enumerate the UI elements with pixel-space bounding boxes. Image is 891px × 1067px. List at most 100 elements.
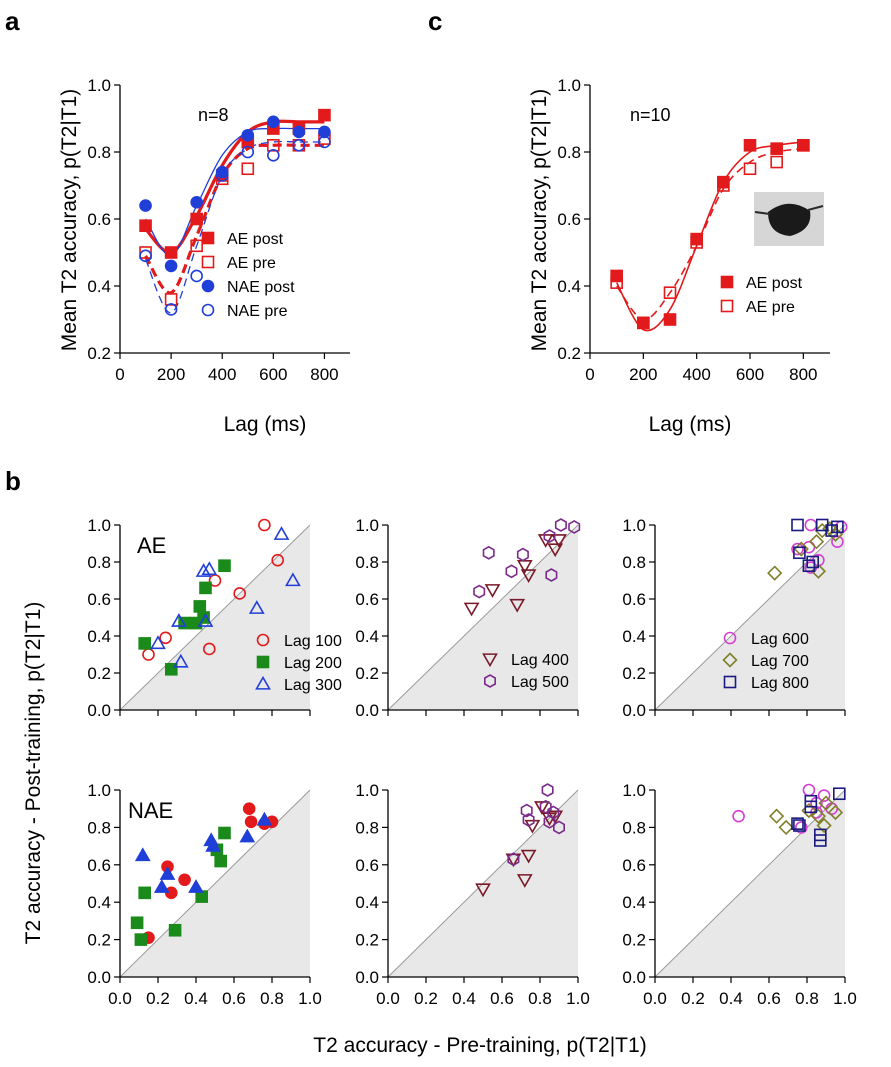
panel-a-point-shape bbox=[318, 125, 331, 139]
scatter-point bbox=[767, 565, 783, 581]
panel-a-point bbox=[139, 246, 152, 259]
panel-a-point bbox=[164, 259, 178, 273]
panel-b-xlabel: T2 accuracy - Pre-training, p(T2|T1) bbox=[313, 1034, 646, 1057]
panel-a-point bbox=[267, 149, 280, 162]
scatter-legend-marker bbox=[256, 633, 270, 647]
panel-c-point bbox=[690, 236, 703, 249]
scatter-point-shape bbox=[258, 518, 271, 532]
panel-c-ylabel: Mean T2 accuracy, p(T2|T1) bbox=[528, 89, 551, 352]
scatter-point bbox=[810, 808, 827, 824]
panel-a-y-tick-label: 0.2 bbox=[87, 344, 111, 363]
panel-a-fit-line bbox=[145, 140, 325, 314]
scatter-point-shape bbox=[475, 883, 491, 898]
panel-a-point-shape bbox=[241, 145, 255, 159]
scatter-x-tick-label: 0.8 bbox=[528, 989, 552, 1008]
scatter-legend-marker bbox=[723, 631, 737, 645]
scatter-point-shape bbox=[130, 916, 144, 930]
scatter-nae-0: 0.0 0.2 0.4 0.6 0.8 1.0 0.0 0.2 0.4 0.6 0.8 1.0 bbox=[87, 781, 321, 1008]
scatter-point-shape bbox=[233, 587, 246, 600]
scatter-legend-marker-shape bbox=[483, 674, 497, 688]
scatter-point bbox=[543, 529, 556, 544]
scatter-y-tick-label: 0.4 bbox=[622, 893, 646, 912]
scatter-y-tick-label: 1.0 bbox=[87, 516, 111, 535]
panel-c-x-tick-label: 200 bbox=[629, 365, 657, 384]
panel-a-point-shape bbox=[139, 199, 152, 212]
panel-a-x-tick-label: 400 bbox=[208, 365, 236, 384]
scatter-point-shape bbox=[543, 814, 556, 829]
panel-a-legend-marker-shape bbox=[201, 231, 215, 245]
scatter-point-shape bbox=[134, 847, 151, 862]
scatter-x-tick-label: 0.4 bbox=[184, 989, 208, 1008]
scatter-legend-marker bbox=[482, 653, 498, 668]
scatter-point-shape bbox=[804, 794, 818, 808]
scatter-legend-marker-shape bbox=[482, 653, 498, 668]
scatter-point bbox=[831, 520, 844, 534]
panel-a-point-shape bbox=[215, 169, 229, 182]
scatter-point-shape bbox=[791, 817, 804, 830]
scatter-point-shape bbox=[134, 933, 148, 946]
scatter-point-shape bbox=[791, 518, 804, 532]
scatter-point-shape bbox=[150, 635, 166, 650]
panel-a-y-tick-label: 0.4 bbox=[87, 277, 111, 296]
scatter-point bbox=[794, 821, 808, 834]
scatter-point-shape bbox=[203, 642, 216, 656]
scatter-point-shape bbox=[808, 534, 825, 550]
panel-c-legend-label: AE pre bbox=[746, 299, 795, 316]
panel-a-annotation: n=8 bbox=[198, 105, 229, 125]
scatter-axes: 0.0 0.2 0.4 0.6 0.8 1.0 0.0 0.2 0.4 0.6 0.8 1.0 bbox=[355, 781, 589, 1008]
panel-a-point-shape bbox=[164, 259, 178, 273]
scatter-point-shape bbox=[172, 653, 189, 668]
scatter-point bbox=[545, 568, 558, 582]
panel-a-legend-label: NAE post bbox=[227, 279, 295, 296]
scatter-point bbox=[248, 600, 265, 614]
scatter-legend-marker-shape bbox=[256, 633, 270, 647]
scatter-legend-marker-shape bbox=[256, 655, 270, 669]
panel-c-point-shape bbox=[663, 313, 677, 326]
scatter-point bbox=[168, 923, 182, 937]
panel-a-legend-label: AE post bbox=[227, 231, 284, 248]
scatter-point bbox=[473, 584, 486, 599]
scatter-point bbox=[142, 648, 155, 661]
panel-c-x-tick-label: 800 bbox=[789, 365, 817, 384]
scatter-point bbox=[816, 817, 832, 834]
scatter-point bbox=[218, 559, 231, 573]
panel-c-annotation: n=10 bbox=[630, 105, 671, 125]
panel-c-point bbox=[717, 175, 730, 189]
scatter-legend-marker-shape bbox=[723, 675, 737, 689]
panel-a-legend-label: AE pre bbox=[227, 255, 276, 272]
scatter-legend-marker bbox=[723, 675, 737, 689]
scatter-point bbox=[547, 543, 564, 558]
scatter-y-tick-label: 0.6 bbox=[87, 856, 111, 875]
panel-a-point-shape bbox=[267, 149, 280, 162]
scatter-point bbox=[214, 854, 227, 868]
scatter-point-shape bbox=[505, 564, 518, 579]
scatter-point bbox=[832, 787, 846, 801]
scatter-y-tick-label: 0.8 bbox=[622, 818, 646, 837]
scatter-legend-label: Lag 600 bbox=[751, 631, 809, 648]
panel-c-point-shape bbox=[610, 276, 623, 289]
scatter-y-tick-label: 0.4 bbox=[355, 893, 379, 912]
scatter-point bbox=[520, 803, 533, 818]
scatter-point-shape bbox=[778, 819, 794, 836]
scatter-point-shape bbox=[545, 568, 558, 582]
scatter-point-shape bbox=[818, 795, 834, 811]
scatter-point bbox=[150, 635, 166, 650]
panel-a-y-tick-label: 1.0 bbox=[87, 76, 111, 95]
scatter-point-shape bbox=[271, 553, 285, 567]
scatter-point-shape bbox=[138, 886, 151, 900]
scatter-point bbox=[522, 812, 535, 827]
scatter-point-shape bbox=[832, 787, 846, 801]
panel-a-point bbox=[190, 195, 203, 209]
scatter-point bbox=[551, 534, 567, 548]
scatter-point bbox=[193, 600, 207, 613]
scatter-point bbox=[271, 553, 285, 567]
panel-c-point bbox=[610, 269, 623, 283]
panel-c-point bbox=[743, 162, 757, 176]
scatter-point-shape bbox=[516, 547, 529, 562]
scatter-y-tick-label: 0.8 bbox=[87, 818, 111, 837]
scatter-point-shape bbox=[248, 600, 265, 614]
scatter-point-shape bbox=[205, 837, 221, 852]
scatter-x-tick-label: 0.0 bbox=[108, 989, 132, 1008]
scatter-x-tick-label: 0.6 bbox=[222, 989, 246, 1008]
scatter-y-tick-label: 0.8 bbox=[355, 553, 379, 572]
